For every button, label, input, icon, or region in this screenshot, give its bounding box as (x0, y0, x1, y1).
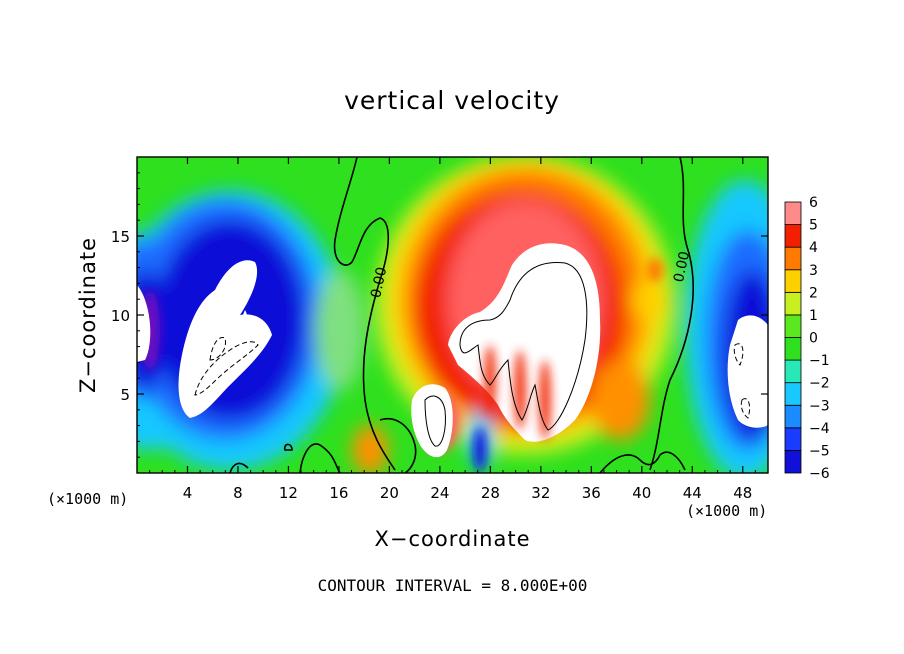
colorbar-band (784, 314, 802, 338)
colorbar-band (784, 450, 802, 474)
contour-label: 0.00 (368, 266, 390, 300)
contour-label: 0.00 (671, 250, 693, 284)
chart-title: vertical velocity (344, 86, 560, 115)
x-tick-label: 24 (430, 484, 449, 502)
colorbar-label: 4 (809, 240, 818, 256)
x-tick-label: 28 (481, 484, 500, 502)
colorbar-label: 6 (809, 195, 818, 211)
colorbar-band (784, 337, 802, 361)
colorbar-band (784, 201, 802, 225)
x-tick-label: 16 (329, 484, 348, 502)
colorbar-label: 5 (809, 218, 818, 234)
colorbar-label: −6 (809, 466, 830, 482)
colorbar-band (784, 427, 802, 451)
x-unit-label-right: (×1000 m) (686, 502, 768, 520)
colorbar-band (784, 246, 802, 271)
x-tick-label: 40 (632, 484, 651, 502)
colorbar-label: 2 (809, 285, 818, 301)
x-axis-label: X−coordinate (374, 527, 531, 551)
colorbar-band (784, 224, 802, 248)
colorbar-band (784, 359, 802, 384)
y-tick-label: 15 (111, 228, 130, 246)
colorbar-label: −4 (809, 421, 830, 437)
x-tick-label: 20 (380, 484, 399, 502)
colorbar-band (784, 382, 802, 406)
colorbar-label: 3 (809, 263, 818, 279)
heatmap-field (137, 157, 768, 473)
colorbar-band (784, 404, 802, 429)
x-unit-label-left: (×1000 m) (47, 490, 129, 508)
colorbar-label: 0 (809, 331, 818, 347)
x-tick-label: 48 (733, 484, 752, 502)
colorbar-label: −1 (809, 353, 830, 369)
x-tick-label: 36 (582, 484, 601, 502)
x-tick-label: 12 (279, 484, 298, 502)
contour-interval-note: CONTOUR INTERVAL = 8.000E+00 (317, 576, 588, 595)
colorbar-band (784, 291, 802, 316)
colorbar-label: 1 (809, 308, 818, 324)
contour-lines (194, 157, 751, 473)
colorbar-label: −2 (809, 376, 830, 392)
x-tick-label: 32 (531, 484, 550, 502)
x-tick-label: 8 (233, 484, 243, 502)
y-tick-label: 5 (120, 386, 130, 404)
x-tick-label: 4 (183, 484, 193, 502)
colorbar-label: −3 (809, 398, 830, 414)
colorbar-label: −5 (809, 443, 830, 459)
colorbar-band (784, 269, 802, 293)
y-tick-label: 10 (111, 307, 130, 325)
x-tick-label: 44 (683, 484, 702, 502)
